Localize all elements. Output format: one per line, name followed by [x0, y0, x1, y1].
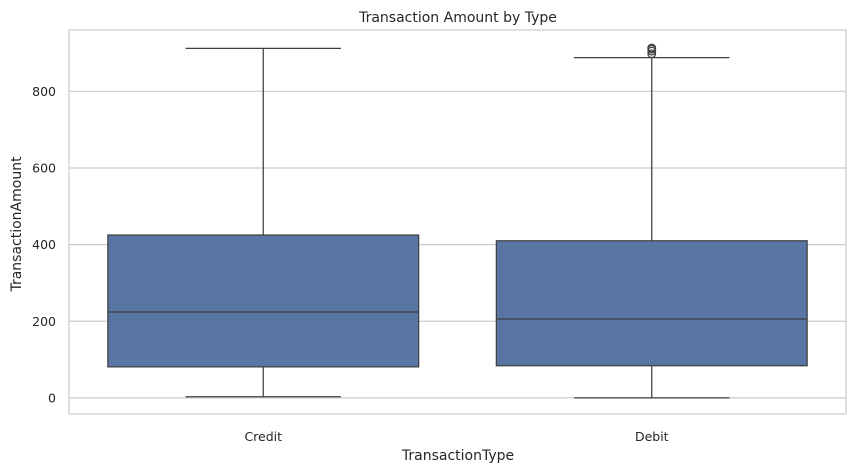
y-axis-label: TransactionAmount	[9, 156, 25, 293]
box-credit	[107, 47, 420, 398]
chart-title: Transaction Amount by Type	[358, 10, 557, 26]
y-tick-label: 0	[48, 390, 56, 405]
iqr-box	[107, 234, 420, 368]
y-tick-label: 800	[32, 84, 56, 99]
y-tick-label: 200	[32, 314, 56, 329]
x-tick-labels: Credit Debit	[244, 429, 668, 444]
x-axis-label: TransactionType	[401, 448, 514, 464]
iqr-box	[495, 240, 808, 367]
outlier-point	[647, 49, 657, 59]
x-tick-label-credit: Credit	[244, 429, 282, 444]
plot-frame	[68, 29, 847, 415]
y-tick-label: 400	[32, 237, 56, 252]
box-debit	[495, 43, 808, 399]
box-group	[107, 43, 808, 399]
x-tick-label-debit: Debit	[635, 429, 669, 444]
y-tick-labels: 0 200 400 600 800	[32, 84, 56, 406]
y-tick-label: 600	[32, 160, 56, 175]
outlier-point	[647, 43, 657, 53]
